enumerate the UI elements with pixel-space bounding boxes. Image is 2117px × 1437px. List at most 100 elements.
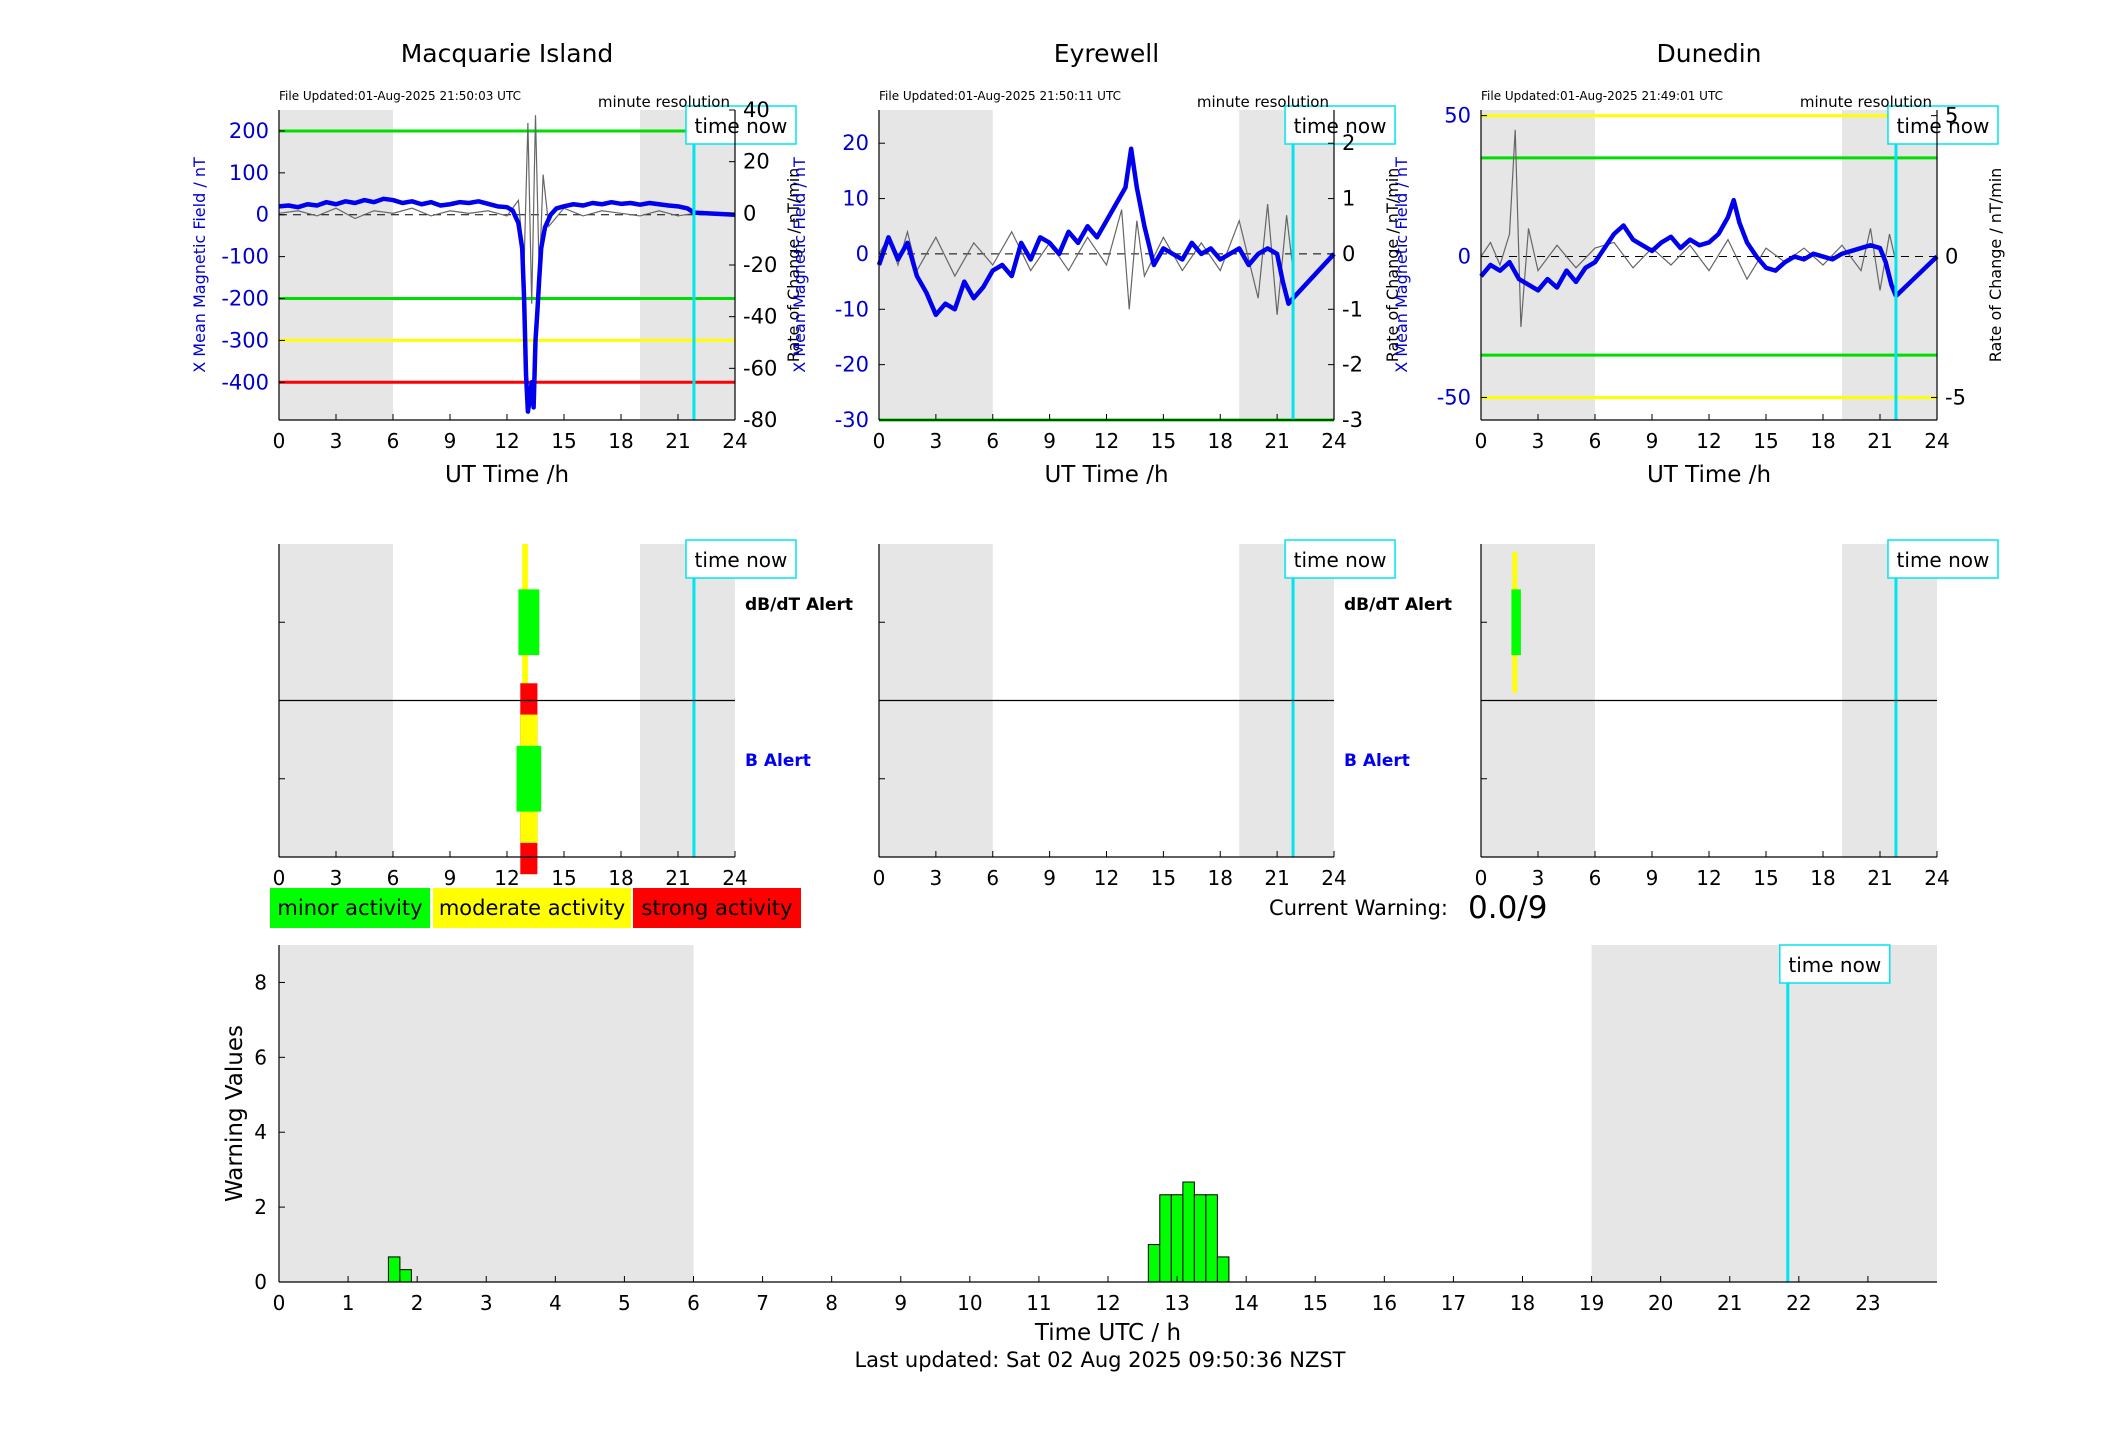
alert-panel-1-xtick-label: 0 xyxy=(873,866,886,890)
legend-strong-swatch xyxy=(633,888,801,928)
field-panel-0-ylabel: X Mean Magnetic Field / nT xyxy=(190,157,209,373)
field-panel-0-xtick-label: 3 xyxy=(330,429,343,453)
alert-panel-2-xtick-label: 18 xyxy=(1810,866,1835,890)
alert-panel-0: time now 0 3 6 9 12 15 18 21 24 dB/dT Alert B Alert xyxy=(273,539,853,890)
field-panel-0-xtick-label: 12 xyxy=(494,429,519,453)
alert-panel-1-xtick-label: 24 xyxy=(1321,866,1346,890)
alert-panel-0-xtick-label: 21 xyxy=(665,866,690,890)
legend-minor-swatch xyxy=(270,888,430,928)
warning-chart-xtick-label: 15 xyxy=(1303,1291,1328,1315)
field-panel-2-xtick-label: 0 xyxy=(1475,429,1488,453)
alert-panel-1-time-now-box xyxy=(1284,539,1396,579)
warning-chart-xtick-label: 22 xyxy=(1786,1291,1811,1315)
field-panel-0-field-tail xyxy=(693,210,736,217)
field-panel-1-rate-series xyxy=(878,204,1294,315)
field-panel-0-ytick-label: -200 xyxy=(221,287,269,311)
alert-panel-0-xtick-label: 9 xyxy=(444,866,457,890)
file-updated-1: File Updated:01-Aug-2025 21:50:11 UTC xyxy=(879,89,1121,103)
warning-bar xyxy=(1159,1194,1172,1283)
alert-panel-2-xtick-label: 12 xyxy=(1696,866,1721,890)
legend-moderate-label: moderate activity xyxy=(439,896,625,920)
field-panel-0-field-series xyxy=(278,196,696,414)
warning-chart-ytick-label: 4 xyxy=(254,1120,267,1144)
field-panel-1-time-now-box xyxy=(1284,105,1396,145)
alert-panel-0-b-label: B Alert xyxy=(745,751,811,771)
field-panel-1-xtick-label: 9 xyxy=(1043,429,1056,453)
field-panel-0-y2label: Rate of Change / nT/min xyxy=(784,168,803,363)
warning-bar xyxy=(399,1269,412,1283)
alert-panel-0-block-1 xyxy=(518,589,540,656)
field-panel-1-xtick-label: 21 xyxy=(1264,429,1289,453)
warning-chart-xtick-label: 5 xyxy=(618,1291,631,1315)
warning-chart-xtick-label: 2 xyxy=(411,1291,424,1315)
field-panel-1-y2label: Rate of Change / nT/min xyxy=(1383,168,1402,363)
field-panel-0-y2tick-label: 40 xyxy=(743,98,770,122)
warning-bar xyxy=(1205,1194,1218,1283)
field-panel-1-ylabel: X Mean Magnetic Field / nT xyxy=(790,157,809,373)
warning-chart-xtick-label: 7 xyxy=(756,1291,769,1315)
resolution-label-2: minute resolution xyxy=(1800,93,1932,111)
field-panel-2-xtick-label: 6 xyxy=(1589,429,1602,453)
warning-bar xyxy=(1170,1194,1184,1283)
alert-panel-2-xtick-label: 21 xyxy=(1867,866,1892,890)
field-panel-0-xtick-label: 0 xyxy=(273,429,286,453)
current-warning-label: Current Warning: xyxy=(1269,896,1448,920)
alert-panel-0-xtick-label: 18 xyxy=(608,866,633,890)
field-panel-0-night-shade-0 xyxy=(279,110,393,420)
field-panel-1-xlabel: UT Time /h xyxy=(1044,462,1168,488)
alert-panel-1-xtick-label: 18 xyxy=(1208,866,1233,890)
alert-panel-0-xtick-label: 3 xyxy=(330,866,343,890)
field-panel-0-y2tick-label: 0 xyxy=(743,201,756,225)
field-panel-2-xtick-label: 21 xyxy=(1867,429,1892,453)
field-panel-0-xtick-label: 21 xyxy=(665,429,690,453)
field-panel-2-xtick-label: 15 xyxy=(1753,429,1778,453)
warning-chart-xtick-label: 12 xyxy=(1095,1291,1120,1315)
field-panel-0-y2tick-label: -40 xyxy=(743,305,777,329)
alert-panel-2-xtick-label: 9 xyxy=(1646,866,1659,890)
alert-panel-2-xtick-label: 15 xyxy=(1753,866,1778,890)
station-title-1: Eyrewell xyxy=(1054,39,1159,68)
field-panel-1-ytick-label: 0 xyxy=(856,242,869,266)
field-panel-2-xtick-label: 24 xyxy=(1924,429,1949,453)
warning-chart-xtick-label: 11 xyxy=(1026,1291,1051,1315)
warning-chart-time-now-box xyxy=(1779,944,1891,984)
field-panel-1-xtick-label: 15 xyxy=(1151,429,1176,453)
field-panel-1-xtick-label: 6 xyxy=(986,429,999,453)
field-panel-0-y2tick-label: -60 xyxy=(743,356,777,380)
warning-chart-ytick-label: 0 xyxy=(254,1270,267,1294)
warning-bar xyxy=(1193,1194,1207,1283)
field-panel-0-y2tick-label: 20 xyxy=(743,150,770,174)
field-panel-2-field-series xyxy=(1479,197,1899,297)
warning-chart-xtick-label: 1 xyxy=(342,1291,355,1315)
alert-panel-0-xtick-label: 15 xyxy=(551,866,576,890)
field-panel-0-ytick-label: 100 xyxy=(229,161,269,185)
legend-moderate-swatch xyxy=(433,888,631,928)
alert-panel-0-time-now-box xyxy=(685,539,797,579)
field-panel-0-night-shade-1 xyxy=(640,110,735,420)
field-panel-0-xtick-label: 6 xyxy=(387,429,400,453)
file-updated-2: File Updated:01-Aug-2025 21:49:01 UTC xyxy=(1481,89,1723,103)
field-panel-0-ytick-label: -400 xyxy=(221,370,269,394)
warning-chart-xtick-label: 20 xyxy=(1648,1291,1673,1315)
warning-bar xyxy=(1216,1256,1230,1283)
warning-chart-xtick-label: 6 xyxy=(687,1291,700,1315)
field-panel-2-field-tail xyxy=(1894,254,1939,298)
field-panel-1-ytick-label: -10 xyxy=(835,297,869,321)
field-panel-1-field-series xyxy=(876,146,1295,318)
legend-minor-label: minor activity xyxy=(277,896,422,920)
field-panel-0-ytick-label: 0 xyxy=(256,203,269,227)
field-panel-0-y2tick-label: -20 xyxy=(743,253,777,277)
field-panel-1-xtick-label: 12 xyxy=(1094,429,1119,453)
field-panel-2-time-now-label: time now xyxy=(1897,114,1990,138)
field-panel-1-y2tick-label: 2 xyxy=(1342,131,1355,155)
warning-chart-xtick-label: 23 xyxy=(1855,1291,1880,1315)
field-panel-2-xtick-label: 9 xyxy=(1646,429,1659,453)
alert-panel-1: time now 0 3 6 9 12 15 18 21 24 dB/dT Alert B Alert xyxy=(873,539,1452,890)
alert-panel-1-xtick-label: 3 xyxy=(930,866,943,890)
warning-chart-xtick-label: 10 xyxy=(957,1291,982,1315)
alert-panel-0-block-4 xyxy=(516,745,542,812)
field-panel-0-xtick-label: 15 xyxy=(551,429,576,453)
warning-chart-xtick-label: 16 xyxy=(1372,1291,1397,1315)
